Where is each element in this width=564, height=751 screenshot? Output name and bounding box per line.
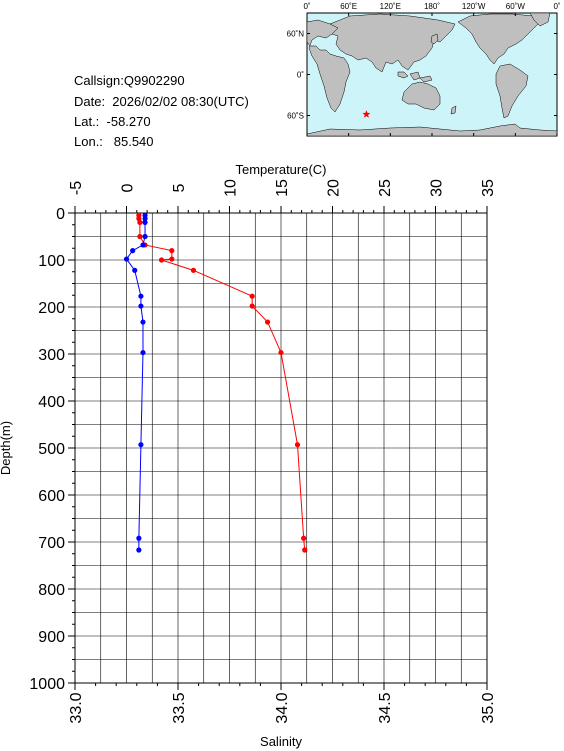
y-tick-label: 300 bbox=[38, 347, 65, 364]
salinity-data-point bbox=[140, 319, 146, 325]
longitude-text: Lon.: 85.540 bbox=[74, 134, 154, 149]
map-labels: 0˚ 60˚E 120˚E 180˚ 120˚W 60˚W 0˚ 60˚N 0˚ 60˚S bbox=[287, 2, 561, 121]
salinity-data-point bbox=[132, 267, 138, 273]
y-tick-label: 0 bbox=[56, 206, 65, 223]
land-japan bbox=[430, 33, 439, 45]
date-text: Date: 2026/02/02 08:30(UTC) bbox=[74, 94, 249, 109]
top-axis-tick-label: 15 bbox=[274, 179, 291, 197]
bottom-axis-tick-label: 34.5 bbox=[377, 692, 394, 723]
map-lat-label: 60˚N bbox=[287, 30, 305, 39]
top-axis-tick-label: 30 bbox=[429, 179, 446, 197]
y-tick-label: 900 bbox=[38, 629, 65, 646]
top-axis-title: Temperature(C) bbox=[235, 162, 326, 177]
chart-grid bbox=[74, 212, 488, 684]
y-tick-label: 200 bbox=[38, 300, 65, 317]
land-greenland bbox=[529, 12, 551, 27]
salinity-data-point bbox=[142, 219, 148, 225]
temperature-data-point bbox=[249, 303, 255, 309]
salinity-data-point bbox=[130, 248, 136, 254]
map-lon-label: 0˚ bbox=[553, 2, 560, 11]
temperature-data-point bbox=[137, 219, 143, 225]
map-lon-label: 60˚E bbox=[340, 2, 357, 11]
salinity-data-point bbox=[138, 442, 144, 448]
axis-ticks bbox=[68, 206, 488, 690]
temperature-data-point bbox=[265, 319, 271, 325]
temperature-data-point bbox=[294, 442, 301, 448]
temperature-data-point bbox=[158, 257, 165, 263]
top-axis-tick-label: 0 bbox=[120, 183, 137, 192]
land-indonesia bbox=[397, 71, 433, 83]
callsign-text: Callsign:Q9902290 bbox=[74, 73, 185, 88]
salinity-data-point bbox=[142, 233, 148, 240]
bottom-axis-title: Salinity bbox=[260, 734, 302, 749]
temperature-data-point bbox=[278, 349, 284, 356]
bottom-axis-tick-label: 33.5 bbox=[171, 692, 188, 723]
map-lon-label: 60˚W bbox=[506, 2, 526, 11]
y-axis-title: Depth(m) bbox=[0, 421, 13, 475]
map-frame-ticks bbox=[306, 13, 558, 136]
bottom-axis-tick-label: 34.0 bbox=[274, 692, 291, 723]
map-lon-label: 180˚ bbox=[424, 2, 440, 11]
top-axis-tick-label: 35 bbox=[480, 179, 497, 197]
salinity-data-point bbox=[140, 242, 146, 248]
top-axis-tick-label: 10 bbox=[223, 179, 240, 197]
y-tick-label: 800 bbox=[38, 582, 65, 599]
latitude-text: Lat.: -58.270 bbox=[74, 114, 151, 129]
station-marker bbox=[362, 110, 371, 118]
land-asia bbox=[329, 13, 456, 73]
map-lon-label: 120˚W bbox=[462, 2, 486, 11]
land-new-zealand bbox=[450, 105, 457, 115]
top-axis-tick-label: 20 bbox=[326, 179, 343, 197]
bottom-axis-tick-label: 33.0 bbox=[68, 692, 85, 723]
temperature-data-point bbox=[137, 233, 143, 240]
salinity-data-point bbox=[123, 256, 130, 262]
y-tick-label: 400 bbox=[38, 394, 65, 411]
temperature-data-point bbox=[249, 293, 255, 299]
temperature-data-point bbox=[169, 256, 175, 262]
top-axis-tick-label: -5 bbox=[68, 181, 85, 195]
land-australia bbox=[401, 81, 441, 111]
y-tick-label: 100 bbox=[38, 253, 65, 270]
temperature-profile-line bbox=[138, 215, 306, 551]
chart-series bbox=[123, 212, 308, 553]
temperature-data-point bbox=[190, 267, 197, 273]
top-axis-tick-label: 25 bbox=[377, 179, 394, 197]
map-lat-label: 0˚ bbox=[297, 71, 304, 80]
salinity-profile-line bbox=[125, 215, 146, 550]
salinity-data-point bbox=[136, 535, 142, 541]
salinity-data-point bbox=[138, 293, 144, 299]
y-tick-label: 1000 bbox=[29, 676, 65, 693]
land-north-america bbox=[457, 13, 541, 65]
station-star-icon bbox=[362, 110, 371, 118]
map-land bbox=[306, 12, 558, 137]
salinity-data-point bbox=[138, 303, 144, 309]
temperature-data-point bbox=[169, 248, 175, 254]
salinity-data-point bbox=[142, 216, 148, 222]
temperature-data-point bbox=[302, 547, 308, 553]
land-south-america bbox=[495, 63, 529, 119]
map-lon-label: 0˚ bbox=[303, 2, 310, 11]
salinity-data-point bbox=[140, 349, 146, 356]
bottom-axis-tick-label: 35.0 bbox=[480, 692, 497, 723]
top-axis-tick-label: 5 bbox=[171, 183, 188, 192]
world-map: 0˚ 60˚E 120˚E 180˚ 120˚W 60˚W 0˚ 60˚N 0˚ 60˚S bbox=[287, 2, 561, 137]
y-tick-label: 500 bbox=[38, 441, 65, 458]
salinity-data-point bbox=[136, 547, 142, 553]
map-lat-label: 60˚S bbox=[287, 112, 304, 121]
temperature-data-point bbox=[301, 535, 307, 541]
y-tick-label: 600 bbox=[38, 488, 65, 505]
map-lon-label: 120˚E bbox=[380, 2, 401, 11]
y-tick-label: 700 bbox=[38, 535, 65, 552]
